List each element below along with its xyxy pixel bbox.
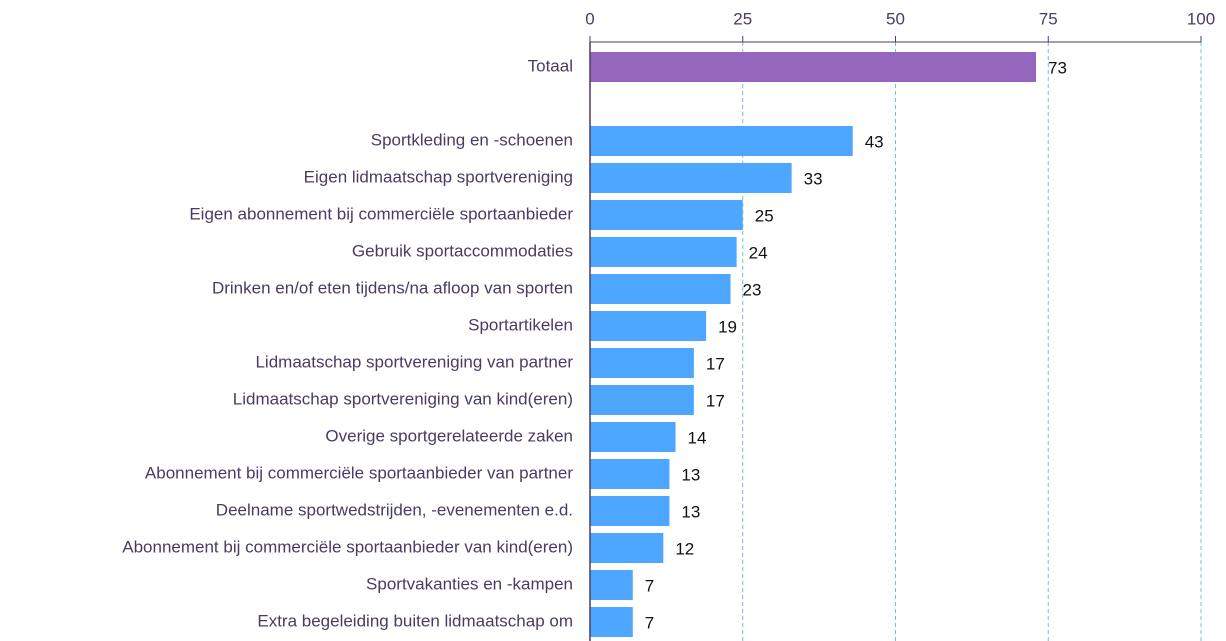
value-label: 24 bbox=[749, 243, 768, 262]
value-label: 17 bbox=[706, 391, 725, 410]
y-tick-label: Eigen abonnement bij commerciële sportaa… bbox=[189, 204, 573, 223]
y-tick-label: Gebruik sportaccommodaties bbox=[352, 241, 573, 260]
value-label: 33 bbox=[804, 169, 823, 188]
bar bbox=[590, 200, 743, 230]
y-tick-label: Sportvakanties en -kampen bbox=[366, 574, 573, 593]
bar bbox=[590, 459, 670, 489]
y-tick-label: Extra begeleiding buiten lidmaatschap om bbox=[257, 611, 573, 630]
value-label: 43 bbox=[865, 132, 884, 151]
bar bbox=[590, 533, 664, 563]
y-tick-label: Lidmaatschap sportvereniging van partner bbox=[255, 352, 573, 371]
y-tick-label: Abonnement bij commerciële sportaanbiede… bbox=[145, 463, 573, 482]
x-tick-label: 75 bbox=[1039, 9, 1058, 28]
bar bbox=[590, 422, 676, 452]
y-tick-label: Totaal bbox=[528, 56, 573, 75]
x-tick-label: 25 bbox=[733, 9, 752, 28]
bar bbox=[590, 126, 853, 156]
bar bbox=[590, 348, 694, 378]
value-label: 13 bbox=[681, 502, 700, 521]
y-tick-label: Deelname sportwedstrijden, -evenementen … bbox=[216, 500, 573, 519]
x-tick-label: 100 bbox=[1187, 9, 1215, 28]
value-label: 14 bbox=[688, 428, 707, 447]
value-label: 12 bbox=[675, 539, 694, 558]
y-tick-label: Sportartikelen bbox=[468, 315, 573, 334]
x-tick-label: 0 bbox=[585, 9, 594, 28]
y-tick-label: Sportkleding en -schoenen bbox=[371, 130, 573, 149]
value-label: 13 bbox=[681, 465, 700, 484]
value-label: 19 bbox=[718, 317, 737, 336]
value-label: 17 bbox=[706, 354, 725, 373]
y-tick-label: Drinken en/of eten tijdens/na afloop van… bbox=[212, 278, 573, 297]
value-label: 25 bbox=[755, 206, 774, 225]
bar bbox=[590, 607, 633, 637]
y-tick-label: Eigen lidmaatschap sportvereniging bbox=[304, 167, 573, 186]
bar bbox=[590, 311, 707, 341]
value-label: 23 bbox=[743, 280, 762, 299]
bar bbox=[590, 570, 633, 600]
bar bbox=[590, 237, 737, 267]
y-tick-label: Overige sportgerelateerde zaken bbox=[325, 426, 573, 445]
value-label: 7 bbox=[645, 576, 654, 595]
x-tick-label: 50 bbox=[886, 9, 905, 28]
bar bbox=[590, 52, 1037, 82]
bar bbox=[590, 274, 731, 304]
bar bbox=[590, 163, 792, 193]
value-label: 73 bbox=[1048, 58, 1067, 77]
y-tick-label: Lidmaatschap sportvereniging van kind(er… bbox=[233, 389, 573, 408]
value-label: 7 bbox=[645, 613, 654, 632]
bar bbox=[590, 385, 694, 415]
y-tick-label: Abonnement bij commerciële sportaanbiede… bbox=[122, 537, 573, 556]
bar bbox=[590, 496, 670, 526]
